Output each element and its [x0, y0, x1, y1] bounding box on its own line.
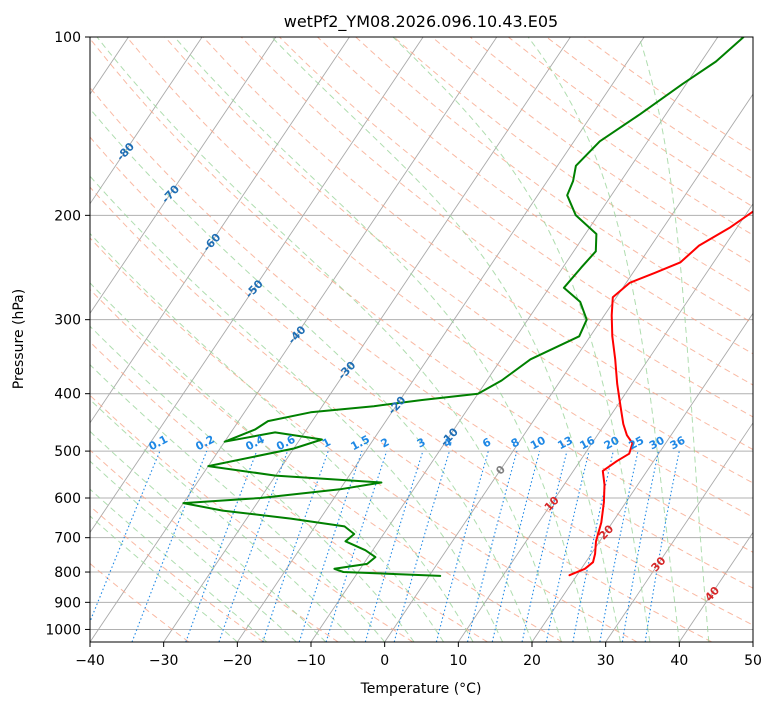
x-tick-label: 30	[597, 653, 615, 669]
dry-adiabat-line	[90, 505, 264, 642]
mixing-ratio-line	[325, 450, 388, 642]
x-axis-label: Temperature (°C)	[360, 681, 482, 697]
mixing-ratio-line	[435, 450, 489, 642]
y-axis-ticks: 100 200 300 400 500 600 700 800 900 1000	[45, 30, 90, 638]
moist-adiabat-line	[90, 325, 415, 642]
moist-adiabat-line	[90, 364, 386, 642]
x-tick-label: 40	[670, 653, 688, 669]
mixing-ratio-line	[185, 450, 258, 642]
moist-adiabat-line	[90, 515, 238, 642]
mixing-ratio-line	[545, 450, 590, 642]
dry-adiabat-line	[90, 136, 753, 626]
isotherm-line	[457, 202, 753, 642]
x-tick-label: 50	[744, 653, 762, 669]
y-tick-label: 600	[54, 491, 81, 507]
isotherm-line	[384, 93, 753, 642]
moist-adiabat-line	[96, 37, 562, 642]
isotherm-lines	[90, 37, 753, 642]
dry-adiabat-line	[240, 37, 753, 418]
moist-adiabat-line	[271, 37, 621, 642]
isotherm-line	[90, 37, 498, 642]
dry-adiabat-line	[90, 341, 488, 642]
moist-adiabat-line	[527, 37, 680, 642]
mixing-ratio-label: 36	[668, 434, 688, 453]
moist-adiabat-line	[90, 460, 297, 642]
dry-adiabat-line	[90, 186, 712, 642]
isotherm-line	[90, 37, 277, 315]
moist-adiabat-line	[90, 282, 445, 642]
isotherm-line	[90, 37, 350, 424]
mixing-ratio-line	[90, 450, 161, 624]
profile-series	[182, 37, 753, 577]
plot-frame	[89, 36, 754, 643]
isotherm-line	[678, 531, 753, 642]
moist-adiabat-line	[90, 108, 533, 642]
mixing-ratio-label: 16	[578, 434, 598, 453]
moist-adiabat-line	[174, 37, 592, 642]
y-tick-label: 500	[54, 444, 81, 460]
mixing-ratio-lines	[90, 450, 680, 642]
y-tick-label: 300	[54, 313, 81, 329]
y-tick-label: 800	[54, 565, 81, 581]
isotherm-line	[163, 37, 571, 642]
dry-adiabat-line	[90, 288, 563, 642]
x-tick-label: −40	[75, 653, 105, 669]
moist-adiabat-line	[90, 488, 268, 642]
pressure-gridlines	[90, 37, 753, 630]
mixing-ratio-label: 30	[647, 434, 667, 453]
isotherm-line	[90, 37, 424, 534]
y-axis-label: Pressure (hPa)	[11, 289, 27, 389]
isotherm-line	[605, 422, 753, 642]
moist-adiabat-line	[392, 37, 651, 642]
isotherm-line	[90, 37, 203, 205]
x-tick-label: 20	[523, 653, 541, 669]
x-tick-label: −30	[149, 653, 179, 669]
dry-adiabat-line	[90, 86, 753, 589]
y-tick-label: 900	[54, 595, 81, 611]
moist-adiabat-line	[90, 430, 327, 642]
dry-adiabat-line	[90, 37, 753, 553]
chart-title: wetPf2_YM08.2026.096.10.43.E05	[284, 12, 558, 32]
mixing-ratio-line	[521, 450, 568, 642]
mixing-ratio-label: 25	[627, 434, 647, 453]
mixing-ratio-label: 13	[555, 434, 575, 453]
mixing-ratio-line	[491, 450, 541, 642]
dry-adiabat-line	[90, 237, 638, 642]
dewpoint-profile-line	[182, 37, 745, 577]
mixing-ratio-line	[298, 450, 363, 642]
isotherm-line	[236, 37, 645, 642]
isotherm-line	[310, 37, 719, 642]
moist-adiabat-line	[90, 175, 503, 642]
y-tick-label: 400	[54, 387, 81, 403]
mixing-ratio-label: 10	[528, 434, 548, 453]
mixing-ratio-line	[393, 450, 451, 642]
mixing-ratio-line	[218, 450, 289, 642]
x-tick-label: 10	[449, 653, 467, 669]
x-tick-label: −10	[296, 653, 326, 669]
y-tick-label: 200	[54, 208, 81, 224]
mixing-ratio-line	[466, 450, 518, 642]
mixing-ratio-line	[262, 450, 329, 642]
y-tick-label: 700	[54, 531, 81, 547]
mixing-ratio-line	[364, 450, 424, 642]
x-tick-label: −20	[223, 653, 253, 669]
temperature-profile-line	[568, 210, 753, 577]
moist-adiabat-line	[638, 37, 710, 642]
mixing-ratio-line	[131, 450, 208, 642]
dry-adiabat-line	[279, 37, 753, 386]
dry-adiabat-lines	[90, 37, 753, 642]
y-tick-label: 1000	[45, 622, 81, 638]
x-axis-ticks: −40 −30 −20 −10 0 10 20 30 40 50	[75, 642, 762, 669]
y-tick-label: 100	[54, 30, 81, 46]
mixing-ratio-label: 20	[602, 434, 622, 453]
x-tick-label: 0	[380, 653, 389, 669]
isotherm-line	[531, 312, 753, 642]
